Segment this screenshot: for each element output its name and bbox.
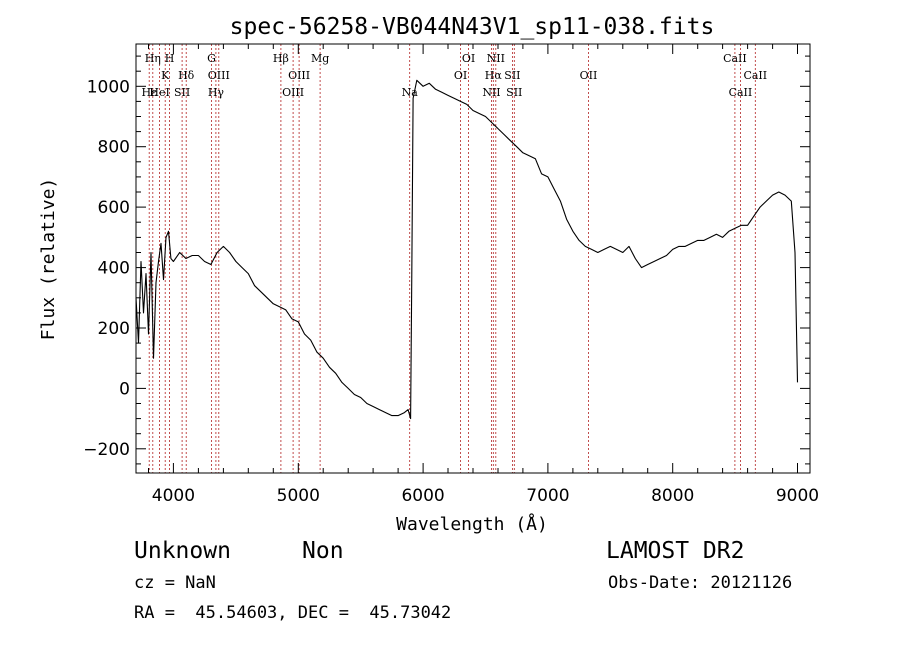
y-axis-label: Flux (relative): [38, 178, 59, 341]
object-class: Unknown: [134, 538, 231, 564]
y-tick-label: 800: [98, 138, 130, 158]
x-tick-label: 8000: [651, 486, 694, 506]
x-tick-label: 5000: [277, 486, 320, 506]
line-label: Hη: [145, 52, 161, 65]
line-label: NII: [482, 86, 500, 99]
line-label: G: [207, 52, 216, 65]
line-label: NII: [487, 52, 505, 65]
line-label: Hε: [142, 86, 158, 99]
redshift-value: cz = NaN: [134, 573, 216, 593]
line-label: Hβ: [273, 52, 289, 65]
emission-line-markers: [148, 44, 756, 473]
y-axis: −200 0 200 400 600 800 1000: [83, 55, 810, 465]
line-label: Hγ: [208, 86, 225, 99]
y-tick-label: 0: [119, 379, 130, 399]
line-label: Mg: [311, 52, 329, 65]
line-label: Hα: [485, 69, 503, 82]
line-label: CaII: [723, 52, 747, 65]
line-label: OIII: [282, 86, 304, 99]
coordinates: RA = 45.54603, DEC = 45.73042: [134, 603, 452, 623]
x-tick-label: 7000: [526, 486, 569, 506]
line-label: OIII: [208, 69, 230, 82]
y-tick-label: −200: [83, 440, 130, 460]
line-label: H: [165, 52, 175, 65]
chart-title: spec-56258-VB044N43V1_sp11-038.fits: [230, 14, 715, 40]
y-tick-label: 200: [98, 319, 130, 339]
object-subclass: Non: [302, 538, 344, 564]
line-label: SII: [174, 86, 190, 99]
spectrum-line: [135, 79, 799, 420]
line-label: Hδ: [178, 69, 195, 82]
x-axis-label: Wavelength (Å): [396, 513, 548, 535]
x-tick-label: 9000: [776, 486, 819, 506]
line-label: K: [161, 69, 170, 82]
observation-date: Obs-Date: 20121126: [608, 573, 793, 593]
plot-frame: [135, 43, 811, 474]
line-label: OI: [462, 52, 475, 65]
x-tick-label: 6000: [401, 486, 444, 506]
line-label: CaII: [743, 69, 767, 82]
line-label: SII: [506, 86, 522, 99]
line-label: CaII: [729, 86, 753, 99]
x-axis: 4000 5000 6000 7000 8000 9000: [148, 44, 819, 506]
x-tick-label: 4000: [152, 486, 195, 506]
line-label: HeI: [149, 86, 169, 99]
y-tick-label: 400: [98, 259, 130, 279]
line-label: OIII: [288, 69, 310, 82]
line-label: SII: [504, 69, 520, 82]
survey-label: LAMOST DR2: [606, 538, 745, 564]
y-tick-label: 1000: [87, 77, 130, 97]
y-tick-label: 600: [98, 198, 130, 218]
line-label: OI: [454, 69, 467, 82]
line-label: OII: [580, 69, 598, 82]
